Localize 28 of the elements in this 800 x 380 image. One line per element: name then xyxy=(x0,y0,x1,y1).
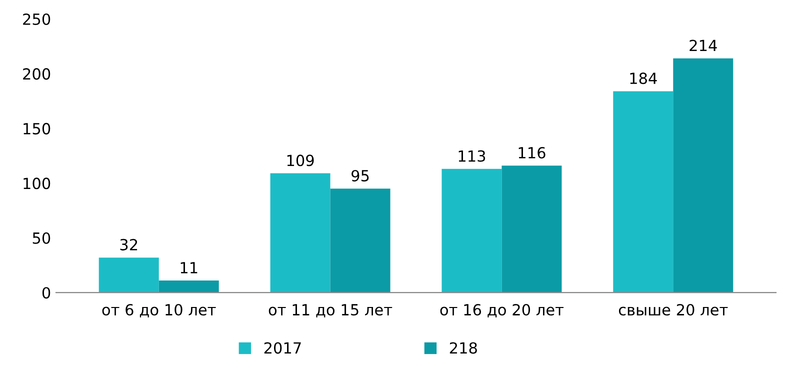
bar xyxy=(442,168,502,293)
legend-label: 218 xyxy=(450,342,477,354)
data-label: 109 xyxy=(287,154,314,166)
bar xyxy=(502,166,562,293)
bar xyxy=(270,173,330,293)
legend-label: 2017 xyxy=(264,342,301,354)
bar xyxy=(613,91,674,293)
y-tick-label: 100 xyxy=(24,178,50,190)
data-label: 32 xyxy=(120,238,138,250)
bar xyxy=(98,258,159,293)
x-tick-label: от 6 до 10 лет xyxy=(102,304,216,318)
y-tick-label: 250 xyxy=(23,13,50,26)
y-tick-label: 200 xyxy=(23,68,50,80)
bar xyxy=(158,280,219,293)
bar xyxy=(330,188,390,293)
data-label: 113 xyxy=(458,150,486,162)
data-label: 184 xyxy=(630,72,657,84)
bar xyxy=(673,58,734,293)
y-tick-label: 150 xyxy=(24,122,50,134)
data-label: 116 xyxy=(518,146,546,159)
x-tick-label: от 11 до 15 лет xyxy=(268,304,392,318)
data-label: 95 xyxy=(352,170,369,182)
y-tick-label: 50 xyxy=(32,232,50,244)
y-tick-label: 0 xyxy=(42,287,50,299)
x-tick-label: от 16 до 20 лет xyxy=(440,304,564,318)
x-tick-label: свыше 20 лет xyxy=(618,304,728,316)
data-label: 214 xyxy=(690,40,717,52)
data-label: 11 xyxy=(180,262,198,274)
